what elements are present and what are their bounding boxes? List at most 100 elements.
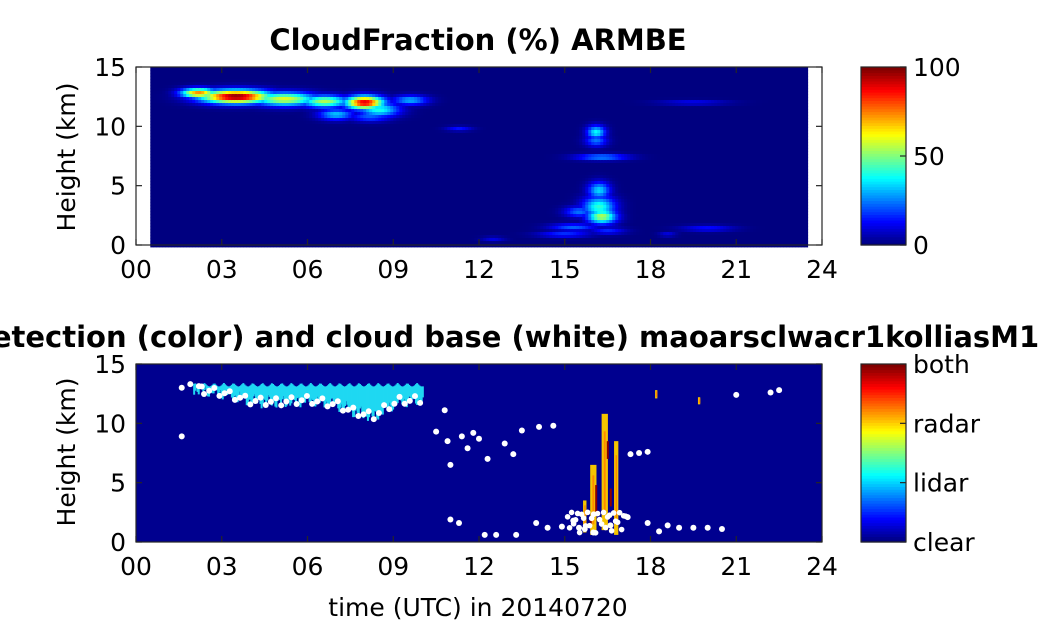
top-heat-cell (324, 223, 328, 227)
top-heat-cell (174, 157, 178, 161)
top-heat-cell (189, 241, 193, 245)
top-heat-cell (291, 202, 295, 206)
top-heat-cell (234, 211, 238, 215)
top-heat-cell (246, 115, 250, 119)
top-heat-cell (303, 130, 307, 134)
top-heat-cell (363, 169, 367, 173)
top-heat-cell (258, 157, 262, 161)
top-heat-cell (159, 211, 163, 215)
top-heat-cell (171, 82, 175, 86)
top-heat-cell (327, 196, 331, 200)
top-heat-cell (261, 121, 265, 125)
top-heat-cell (174, 130, 178, 134)
top-heat-cell (153, 79, 157, 83)
top-heat-cell (180, 88, 184, 92)
top-heat-cell (381, 235, 385, 239)
top-heat-cell (291, 220, 295, 224)
top-heat-cell (375, 163, 379, 167)
top-heat-cell (303, 88, 307, 92)
top-heat-cell (318, 103, 322, 107)
top-heat-cell (315, 172, 319, 176)
top-heat-cell (309, 184, 313, 188)
top-heat-cell (312, 70, 316, 74)
top-heat-cell (396, 142, 400, 146)
top-heat-cell (249, 187, 253, 191)
top-heat-cell (381, 148, 385, 152)
top-heat-cell (201, 88, 205, 92)
top-heat-cell (378, 211, 382, 215)
top-heat-cell (240, 100, 244, 104)
top-heat-cell (153, 244, 157, 248)
top-heat-cell (186, 241, 190, 245)
top-heat-cell (294, 175, 298, 179)
top-heat-cell (189, 103, 193, 107)
top-heat-cell (204, 223, 208, 227)
top-heat-cell (162, 223, 166, 227)
top-heat-cell (330, 106, 334, 110)
top-heat-cell (195, 85, 199, 89)
top-heat-cell (306, 226, 310, 230)
top-heat-cell (165, 193, 169, 197)
top-heat-cell (255, 88, 259, 92)
top-heat-cell (306, 193, 310, 197)
top-heat-cell (240, 193, 244, 197)
top-heat-cell (186, 82, 190, 86)
top-heat-cell (375, 97, 379, 101)
top-heat-cell (306, 118, 310, 122)
top-heat-cell (372, 106, 376, 110)
top-heat-cell (357, 82, 361, 86)
top-heat-cell (276, 220, 280, 224)
top-heat-cell (165, 76, 169, 80)
top-heat-cell (201, 193, 205, 197)
top-heat-cell (276, 70, 280, 74)
top-heat-cell (264, 142, 268, 146)
top-heat-cell (375, 121, 379, 125)
top-heat-cell (387, 94, 391, 98)
top-heat-cell (234, 106, 238, 110)
top-heat-cell (396, 166, 400, 170)
top-heat-cell (357, 112, 361, 116)
top-heat-cell (150, 73, 154, 77)
top-heat-cell (369, 151, 373, 155)
top-heat-cell (198, 205, 202, 209)
top-heat-cell (273, 109, 277, 113)
top-heat-cell (303, 136, 307, 140)
top-heat-cell (270, 244, 274, 248)
top-heat-cell (246, 235, 250, 239)
top-heat-cell (258, 229, 262, 233)
top-heat-cell (369, 229, 373, 233)
top-heat-cell (375, 193, 379, 197)
top-heat-cell (237, 121, 241, 125)
top-heat-cell (255, 229, 259, 233)
top-heat-cell (333, 91, 337, 95)
top-heat-cell (333, 151, 337, 155)
top-heat-cell (219, 211, 223, 215)
top-heat-cell (285, 76, 289, 80)
top-heat-cell (222, 190, 226, 194)
top-heat-cell (294, 181, 298, 185)
top-heat-cell (219, 103, 223, 107)
top-heat-cell (300, 214, 304, 218)
top-heat-cell (168, 133, 172, 137)
top-heat-cell (162, 130, 166, 134)
top-heat-cell (228, 154, 232, 158)
top-heat-cell (162, 205, 166, 209)
top-heat-cell (363, 208, 367, 212)
top-heat-cell (186, 220, 190, 224)
top-heat-cell (186, 202, 190, 206)
top-heat-cell (186, 181, 190, 185)
top-heat-cell (297, 112, 301, 116)
top-heat-cell (309, 127, 313, 131)
top-heat-cell (357, 97, 361, 101)
top-heat-cell (210, 226, 214, 230)
top-heat-cell (342, 238, 346, 242)
top-heat-cell (258, 184, 262, 188)
top-heat-cell (165, 115, 169, 119)
top-heat-cell (225, 85, 229, 89)
top-heat-cell (354, 241, 358, 245)
top-heat-cell (312, 205, 316, 209)
top-heat-cell (264, 103, 268, 107)
top-heat-cell (378, 223, 382, 227)
top-heat-cell (246, 121, 250, 125)
top-heat-cell (345, 193, 349, 197)
